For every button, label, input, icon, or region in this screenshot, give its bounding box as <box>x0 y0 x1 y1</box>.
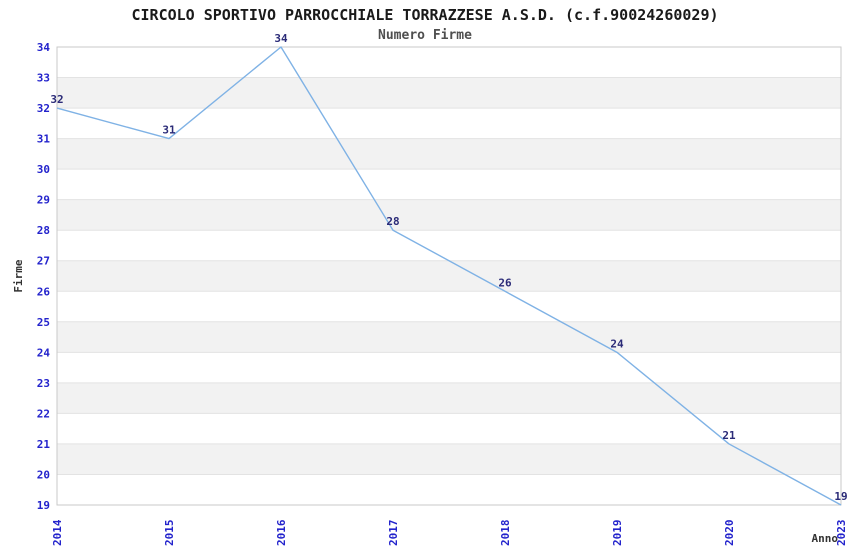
y-tick-label: 29 <box>37 194 50 207</box>
y-tick-label: 26 <box>37 285 51 298</box>
data-series <box>56 46 842 506</box>
y-tick-label: 24 <box>37 346 51 359</box>
gridlines <box>57 77 841 475</box>
chart-title: CIRCOLO SPORTIVO PARROCCHIALE TORRAZZESE… <box>131 6 719 24</box>
point-label: 19 <box>834 490 847 503</box>
point-label: 24 <box>610 337 624 350</box>
x-tick-label: 2020 <box>723 520 736 547</box>
point-label: 28 <box>386 215 399 228</box>
plot-band <box>57 77 841 109</box>
y-tick-label: 32 <box>37 102 50 115</box>
y-tick-label: 31 <box>37 133 51 146</box>
y-tick-label: 28 <box>37 224 50 237</box>
x-tick-label: 2018 <box>499 520 512 547</box>
x-axis-title: Anno <box>812 532 839 545</box>
series-line <box>56 46 842 506</box>
point-label: 21 <box>722 429 736 442</box>
x-tick-label: 2015 <box>163 520 176 547</box>
x-tick-label: 2017 <box>387 520 400 547</box>
plot-band <box>57 199 841 231</box>
y-tick-label: 27 <box>37 255 50 268</box>
plot-border <box>56 46 842 506</box>
x-axis-tick-labels: 2014 2015 2016 2017 2018 2019 2020 2023 <box>51 519 848 546</box>
plot-band <box>57 443 841 475</box>
x-tick-label: 2014 <box>51 519 64 546</box>
y-tick-label: 21 <box>37 438 51 451</box>
y-tick-label: 20 <box>37 468 50 481</box>
y-tick-label: 19 <box>37 499 50 512</box>
plot-border-rect <box>56 46 842 506</box>
x-tick-label: 2019 <box>611 520 624 547</box>
y-axis-tick-labels: 19 20 21 22 23 24 25 26 27 28 29 30 31 32 33 34 <box>37 41 51 512</box>
plot-band <box>57 260 841 292</box>
x-tick-label: 2023 <box>835 520 848 547</box>
y-tick-label: 22 <box>37 407 50 420</box>
y-axis-title: Firme <box>12 259 25 292</box>
plot-band <box>57 138 841 170</box>
y-tick-label: 33 <box>37 72 50 85</box>
y-tick-label: 30 <box>37 163 50 176</box>
point-label: 34 <box>274 32 288 45</box>
point-label: 32 <box>50 93 63 106</box>
y-tick-label: 23 <box>37 377 50 390</box>
plot-band <box>57 321 841 353</box>
chart-subtitle: Numero Firme <box>378 28 472 43</box>
plot-bands <box>57 77 841 475</box>
point-label: 26 <box>498 276 512 289</box>
point-label: 31 <box>162 124 176 137</box>
y-tick-label: 34 <box>37 41 51 54</box>
plot-band <box>57 382 841 414</box>
data-point-labels: 32 31 34 28 26 24 21 19 <box>50 32 847 503</box>
y-tick-label: 25 <box>37 316 50 329</box>
x-tick-label: 2016 <box>275 519 288 546</box>
